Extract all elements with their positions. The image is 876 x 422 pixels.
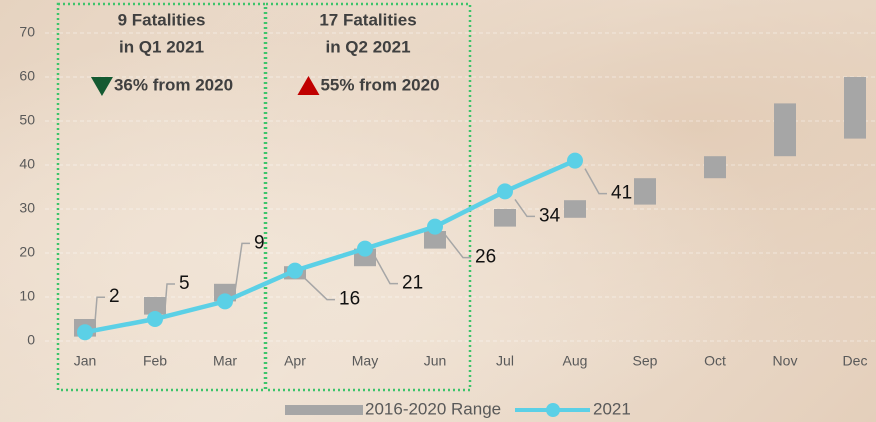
line-point (357, 240, 373, 257)
line-point (147, 311, 163, 327)
leader-line (584, 168, 607, 195)
y-tick-label: 20 (19, 244, 35, 260)
line-point (217, 293, 233, 310)
leader-line (94, 296, 105, 323)
annotation-text: 9 Fatalities (118, 10, 206, 29)
data-label: 41 (611, 183, 632, 204)
data-label: 5 (179, 273, 190, 294)
y-tick-label: 0 (27, 332, 35, 348)
range-bar (634, 178, 656, 205)
y-tick-label: 30 (19, 200, 35, 216)
x-tick-label: Jul (496, 353, 514, 369)
x-tick-label: Apr (284, 353, 306, 369)
leader-line (444, 234, 471, 259)
annotation-change: 55% from 2020 (320, 75, 439, 94)
x-tick-label: Feb (143, 353, 167, 369)
x-tick-label: Oct (704, 353, 726, 369)
annotation-change: 36% from 2020 (114, 75, 233, 94)
legend-swatch (285, 405, 363, 415)
y-tick-label: 40 (19, 156, 35, 172)
data-label: 34 (539, 205, 561, 226)
line-point (567, 152, 583, 169)
x-tick-label: Jan (74, 353, 97, 369)
annotation-text: 17 Fatalities (319, 10, 416, 29)
x-tick-label: Jun (424, 353, 447, 369)
annotation-box (264, 2, 472, 392)
x-tick-label: Aug (563, 353, 588, 369)
line-point (77, 324, 93, 341)
x-tick-label: May (352, 353, 378, 369)
range-bar (704, 156, 726, 179)
range-bar (424, 231, 446, 249)
data-label: 2 (109, 286, 120, 307)
data-label: 26 (475, 247, 496, 268)
range-bar (844, 77, 866, 139)
trend-arrow (297, 76, 320, 95)
trend-arrow (90, 77, 113, 96)
data-label: 9 (254, 232, 265, 253)
y-tick-label: 70 (19, 24, 35, 40)
y-tick-label: 50 (19, 112, 35, 128)
legend-label: 2016-2020 Range (365, 399, 501, 418)
line-point (497, 183, 513, 200)
range-bar (144, 297, 166, 315)
y-tick-label: 10 (19, 288, 35, 304)
annotation-text: in Q1 2021 (119, 37, 204, 56)
annotation-text: in Q2 2021 (325, 37, 410, 56)
leader-line (304, 278, 335, 301)
range-bar (494, 209, 516, 227)
x-tick-label: Dec (843, 353, 868, 369)
x-tick-label: Nov (773, 353, 798, 369)
line (84, 158, 576, 335)
leader-line (164, 283, 175, 310)
leader-line (514, 198, 535, 218)
x-tick-label: Sep (633, 353, 658, 369)
range-bar (564, 200, 586, 218)
x-tick-label: Mar (213, 353, 237, 369)
line-point (287, 262, 303, 279)
line-point (427, 218, 443, 235)
legend-swatch (546, 403, 560, 417)
data-label: 21 (402, 273, 423, 294)
range-bar (774, 103, 796, 157)
y-tick-label: 60 (19, 68, 35, 84)
leader-line (374, 256, 398, 285)
legend-label: 2021 (593, 399, 631, 418)
data-label: 16 (339, 289, 360, 310)
leader-line (234, 242, 250, 292)
